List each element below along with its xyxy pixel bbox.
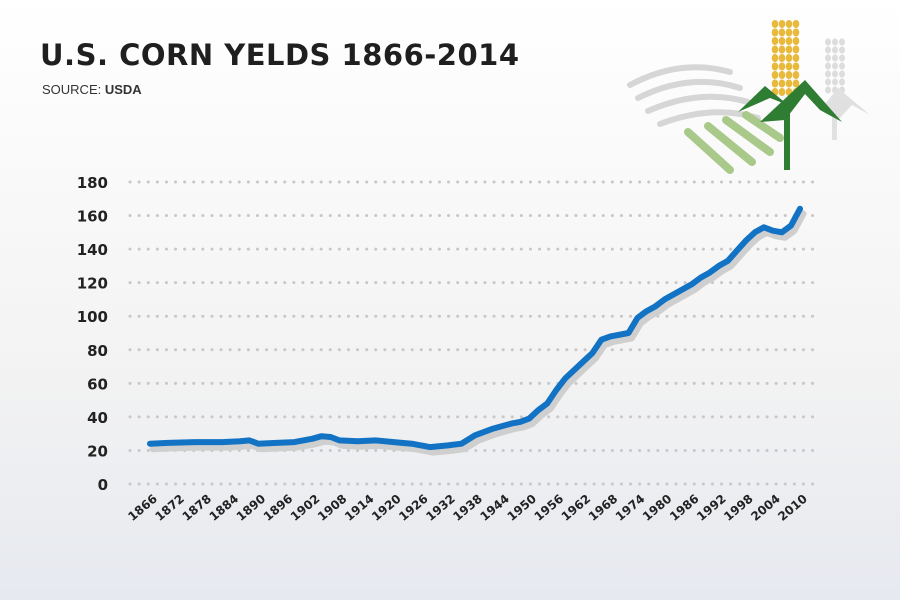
corn-kernel [792,28,800,37]
x-tick-label: 1890 [234,492,269,524]
x-tick-label: 1884 [207,492,242,524]
x-tick-label: 1962 [559,492,594,524]
corn-kernel [792,54,800,62]
y-tick-label: 180 [77,174,108,192]
source-label: SOURCE: [42,82,102,97]
source-note: SOURCE: USDA [42,82,142,97]
corn-illustration-icon [627,20,870,174]
corn-kernel [778,71,786,79]
y-tick-label: 40 [87,409,108,427]
y-tick-label: 0 [98,476,108,494]
ghost-corn-kernel [832,38,838,46]
series-line-shadow [149,210,807,456]
corn-kernel [771,37,779,45]
corn-kernel [785,79,793,88]
y-tick-label: 20 [87,442,108,460]
x-tick-label: 1974 [613,492,648,524]
corn-kernel [771,62,779,71]
x-tick-label: 1944 [477,492,512,524]
corn-kernel [771,54,779,62]
corn-kernel [792,37,800,45]
x-tick-label: 1896 [261,492,296,524]
x-tick-label: 1926 [396,492,431,524]
corn-kernel [778,45,786,54]
ghost-corn-kernel [832,62,838,70]
ghost-corn-kernel [825,78,831,86]
x-tick-label: 1938 [450,492,485,524]
ghost-corn-kernel [839,78,845,86]
ghost-corn-kernel [825,38,831,46]
ghost-corn-kernel [825,70,831,78]
x-tick-label: 1998 [721,492,756,524]
x-tick-label: 2010 [775,492,810,524]
x-tick-label: 1866 [125,492,160,524]
ghost-corn-kernel [825,86,831,94]
ghost-corn-kernel [832,54,838,62]
ghost-corn-kernel [839,38,845,46]
corn-kernel [778,20,786,28]
corn-kernel [778,88,786,96]
ghost-corn-kernel [832,70,838,78]
x-tick-label: 1920 [369,492,404,524]
x-tick-label: 1980 [640,492,675,524]
y-tick-label: 160 [77,208,108,226]
y-tick-label: 80 [87,342,108,360]
y-tick-label: 120 [77,275,108,293]
corn-kernel [778,62,786,71]
y-tick-label: 100 [77,308,108,326]
x-tick-label: 1950 [505,492,540,524]
corn-kernel [785,54,793,62]
x-tick-label: 1932 [423,492,458,524]
x-tick-label: 1872 [152,492,187,524]
corn-kernel [792,45,800,54]
x-tick-label: 2004 [748,492,783,524]
corn-kernel [771,71,779,79]
x-tick-label: 1914 [342,492,377,524]
corn-kernel [785,45,793,54]
ghost-corn-kernel [839,62,845,70]
corn-kernel [778,79,786,88]
corn-kernel [778,28,786,37]
y-tick-label: 140 [77,241,108,259]
corn-kernel [771,45,779,54]
corn-kernel [792,71,800,79]
source-value: USDA [104,82,142,97]
corn-kernel [771,28,779,37]
corn-kernel [785,62,793,71]
x-tick-label: 1878 [180,492,215,524]
corn-kernel [792,62,800,71]
ghost-corn-kernel [832,46,838,54]
corn-kernel [778,54,786,62]
corn-kernel [792,79,800,88]
x-tick-label: 1902 [288,492,323,524]
corn-kernel [785,71,793,79]
ghost-corn-kernel [825,46,831,54]
chart-title: U.S. CORN YELDS 1866-2014 [40,38,520,72]
x-tick-label: 1956 [532,492,567,524]
ghost-corn-kernel [825,62,831,70]
corn-kernel [792,20,800,28]
corn-kernel [785,20,793,28]
corn-kernel [771,79,779,88]
ghost-corn-kernel [839,54,845,62]
ghost-corn-kernel [839,70,845,78]
corn-kernel [785,28,793,37]
corn-kernel [771,20,779,28]
x-tick-label: 1908 [315,492,350,524]
corn-kernel [785,37,793,45]
corn-kernel [778,37,786,45]
series-line-corn-yield [147,205,803,451]
ghost-corn-kernel [825,54,831,62]
y-tick-label: 60 [87,375,108,393]
ghost-corn-kernel [839,46,845,54]
x-tick-label: 1986 [667,492,702,524]
x-tick-label: 1968 [586,492,621,524]
x-tick-label: 1992 [694,492,729,524]
ghost-corn-kernel [832,78,838,86]
